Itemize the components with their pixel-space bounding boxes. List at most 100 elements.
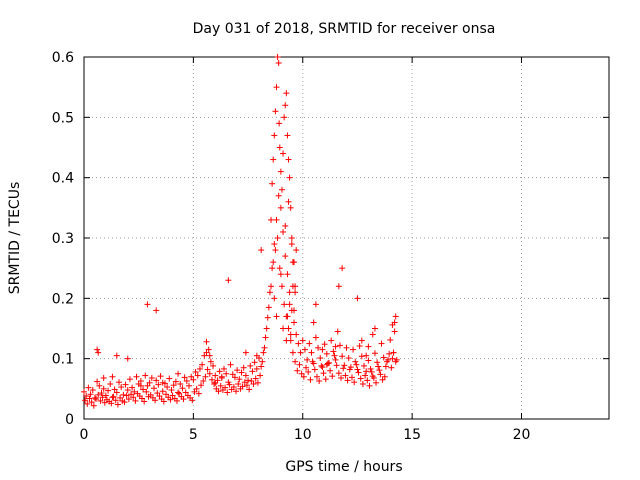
data-point <box>156 393 163 400</box>
data-point <box>323 361 330 368</box>
data-point <box>172 378 179 385</box>
data-point <box>231 374 238 381</box>
data-point <box>278 186 285 193</box>
data-point <box>124 355 131 362</box>
data-point <box>263 325 270 332</box>
data-point <box>275 60 282 67</box>
data-point <box>365 343 372 350</box>
data-point <box>377 371 384 378</box>
data-point <box>285 156 292 163</box>
data-point <box>258 363 265 370</box>
data-point <box>260 349 267 356</box>
data-point <box>363 352 370 359</box>
data-point <box>153 307 160 314</box>
data-point <box>352 358 359 365</box>
data-point <box>153 377 160 384</box>
data-point <box>305 368 312 375</box>
data-point <box>95 391 102 398</box>
data-point <box>194 372 201 379</box>
data-point <box>233 388 240 395</box>
data-point <box>177 381 184 388</box>
data-point <box>319 346 326 353</box>
plot-frame <box>83 56 610 420</box>
data-point <box>313 373 320 380</box>
data-point <box>113 352 120 359</box>
y-tick-label: 0.5 <box>52 110 74 126</box>
data-point <box>218 373 225 380</box>
data-point <box>258 247 265 254</box>
data-point <box>304 356 311 363</box>
data-point <box>208 376 215 383</box>
data-point <box>83 393 90 400</box>
data-point <box>211 381 218 388</box>
data-point <box>122 381 129 388</box>
data-point <box>374 359 381 366</box>
data-point <box>275 192 282 199</box>
data-point <box>164 384 171 391</box>
data-point <box>142 372 149 379</box>
data-point <box>371 325 378 332</box>
data-point <box>312 334 319 341</box>
data-point <box>303 364 310 371</box>
data-point <box>310 319 317 326</box>
data-point <box>339 353 346 360</box>
data-point <box>144 382 151 389</box>
data-point <box>317 355 324 362</box>
data-point <box>186 382 192 389</box>
data-point <box>343 344 350 351</box>
grid-lines <box>84 57 609 419</box>
data-point <box>191 388 198 395</box>
data-point <box>354 366 361 373</box>
data-point <box>170 382 177 389</box>
data-point <box>226 381 233 388</box>
y-tick-label: 0.1 <box>52 352 74 368</box>
data-point <box>328 337 335 344</box>
data-point <box>316 377 323 384</box>
data-point <box>266 289 273 296</box>
data-point <box>138 395 145 402</box>
data-point <box>269 180 276 187</box>
data-point <box>87 391 94 398</box>
data-point <box>240 364 247 371</box>
data-point <box>355 369 362 376</box>
data-point <box>99 394 106 401</box>
data-point <box>249 368 256 375</box>
data-point <box>91 394 98 401</box>
data-point <box>319 364 326 371</box>
data-point <box>288 241 295 248</box>
data-point <box>283 337 290 344</box>
data-point <box>292 289 299 296</box>
data-point <box>332 343 339 350</box>
y-tick-label: 0.4 <box>52 171 74 187</box>
data-point <box>97 397 104 404</box>
data-point <box>88 399 95 406</box>
data-point <box>287 331 294 338</box>
data-point <box>293 331 300 338</box>
data-point <box>206 370 213 377</box>
data-point <box>121 399 128 406</box>
data-point <box>247 362 254 369</box>
data-point <box>315 344 322 351</box>
data-point <box>321 341 328 348</box>
data-point <box>203 338 210 345</box>
data-point <box>278 283 285 290</box>
data-point <box>307 376 314 383</box>
x-tick-label: 20 <box>513 427 531 443</box>
data-point <box>179 385 186 392</box>
data-point <box>152 397 159 404</box>
data-point <box>257 372 264 379</box>
data-point <box>101 399 108 406</box>
data-point <box>173 397 180 404</box>
data-point <box>107 381 114 388</box>
data-point <box>284 132 291 139</box>
data-point <box>148 374 155 381</box>
data-point <box>190 376 197 383</box>
data-point <box>345 355 352 362</box>
data-point <box>117 394 124 401</box>
data-point <box>225 277 232 284</box>
data-point <box>339 265 346 272</box>
data-point <box>94 378 101 385</box>
data-point <box>350 346 357 353</box>
data-point <box>133 373 140 380</box>
data-point <box>176 390 183 397</box>
